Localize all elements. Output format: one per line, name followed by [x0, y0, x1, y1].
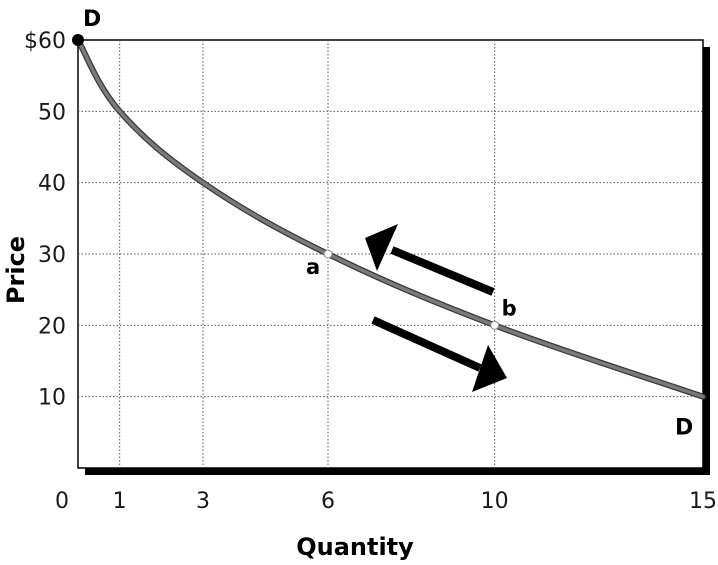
- x-tick-label: 3: [196, 489, 210, 514]
- x-tick-label: 15: [689, 489, 717, 514]
- y-tick-label: 20: [38, 314, 66, 339]
- x-tick-label: 6: [321, 489, 335, 514]
- series-label-start: D: [83, 7, 101, 32]
- y-tick-labels: $60 50 40 30 20 10: [24, 29, 66, 411]
- arrow-up-head: [365, 224, 398, 271]
- y-tick-label: 30: [38, 243, 66, 268]
- point-label-b: b: [502, 296, 517, 320]
- series-layer: DD: [72, 7, 706, 441]
- arrow-up-shaft: [390, 246, 495, 296]
- arrow-down-head: [472, 345, 507, 392]
- series-label-end: D: [675, 416, 693, 441]
- point-a-marker: [323, 249, 333, 259]
- y-tick-label: 10: [38, 386, 66, 411]
- x-tick-labels: 0 1 3 6 10 15: [55, 489, 717, 514]
- y-tick-label: 50: [38, 100, 66, 125]
- point-label-a: a: [306, 255, 320, 279]
- x-axis-title: Quantity: [296, 533, 414, 561]
- arrow-down-shaft: [371, 316, 482, 372]
- point-b-marker: [490, 320, 500, 330]
- x-tick-label: 1: [113, 489, 127, 514]
- y-tick-label: $60: [24, 29, 66, 54]
- movement-arrows: [365, 224, 507, 392]
- y-tick-label: 40: [38, 172, 66, 197]
- curve-start-point: [72, 34, 84, 46]
- x-tick-label: 0: [55, 489, 69, 514]
- y-axis-title: Price: [2, 236, 30, 304]
- annotations: ab: [306, 249, 517, 330]
- demand-curve: [76, 38, 705, 399]
- x-tick-label: 10: [481, 489, 509, 514]
